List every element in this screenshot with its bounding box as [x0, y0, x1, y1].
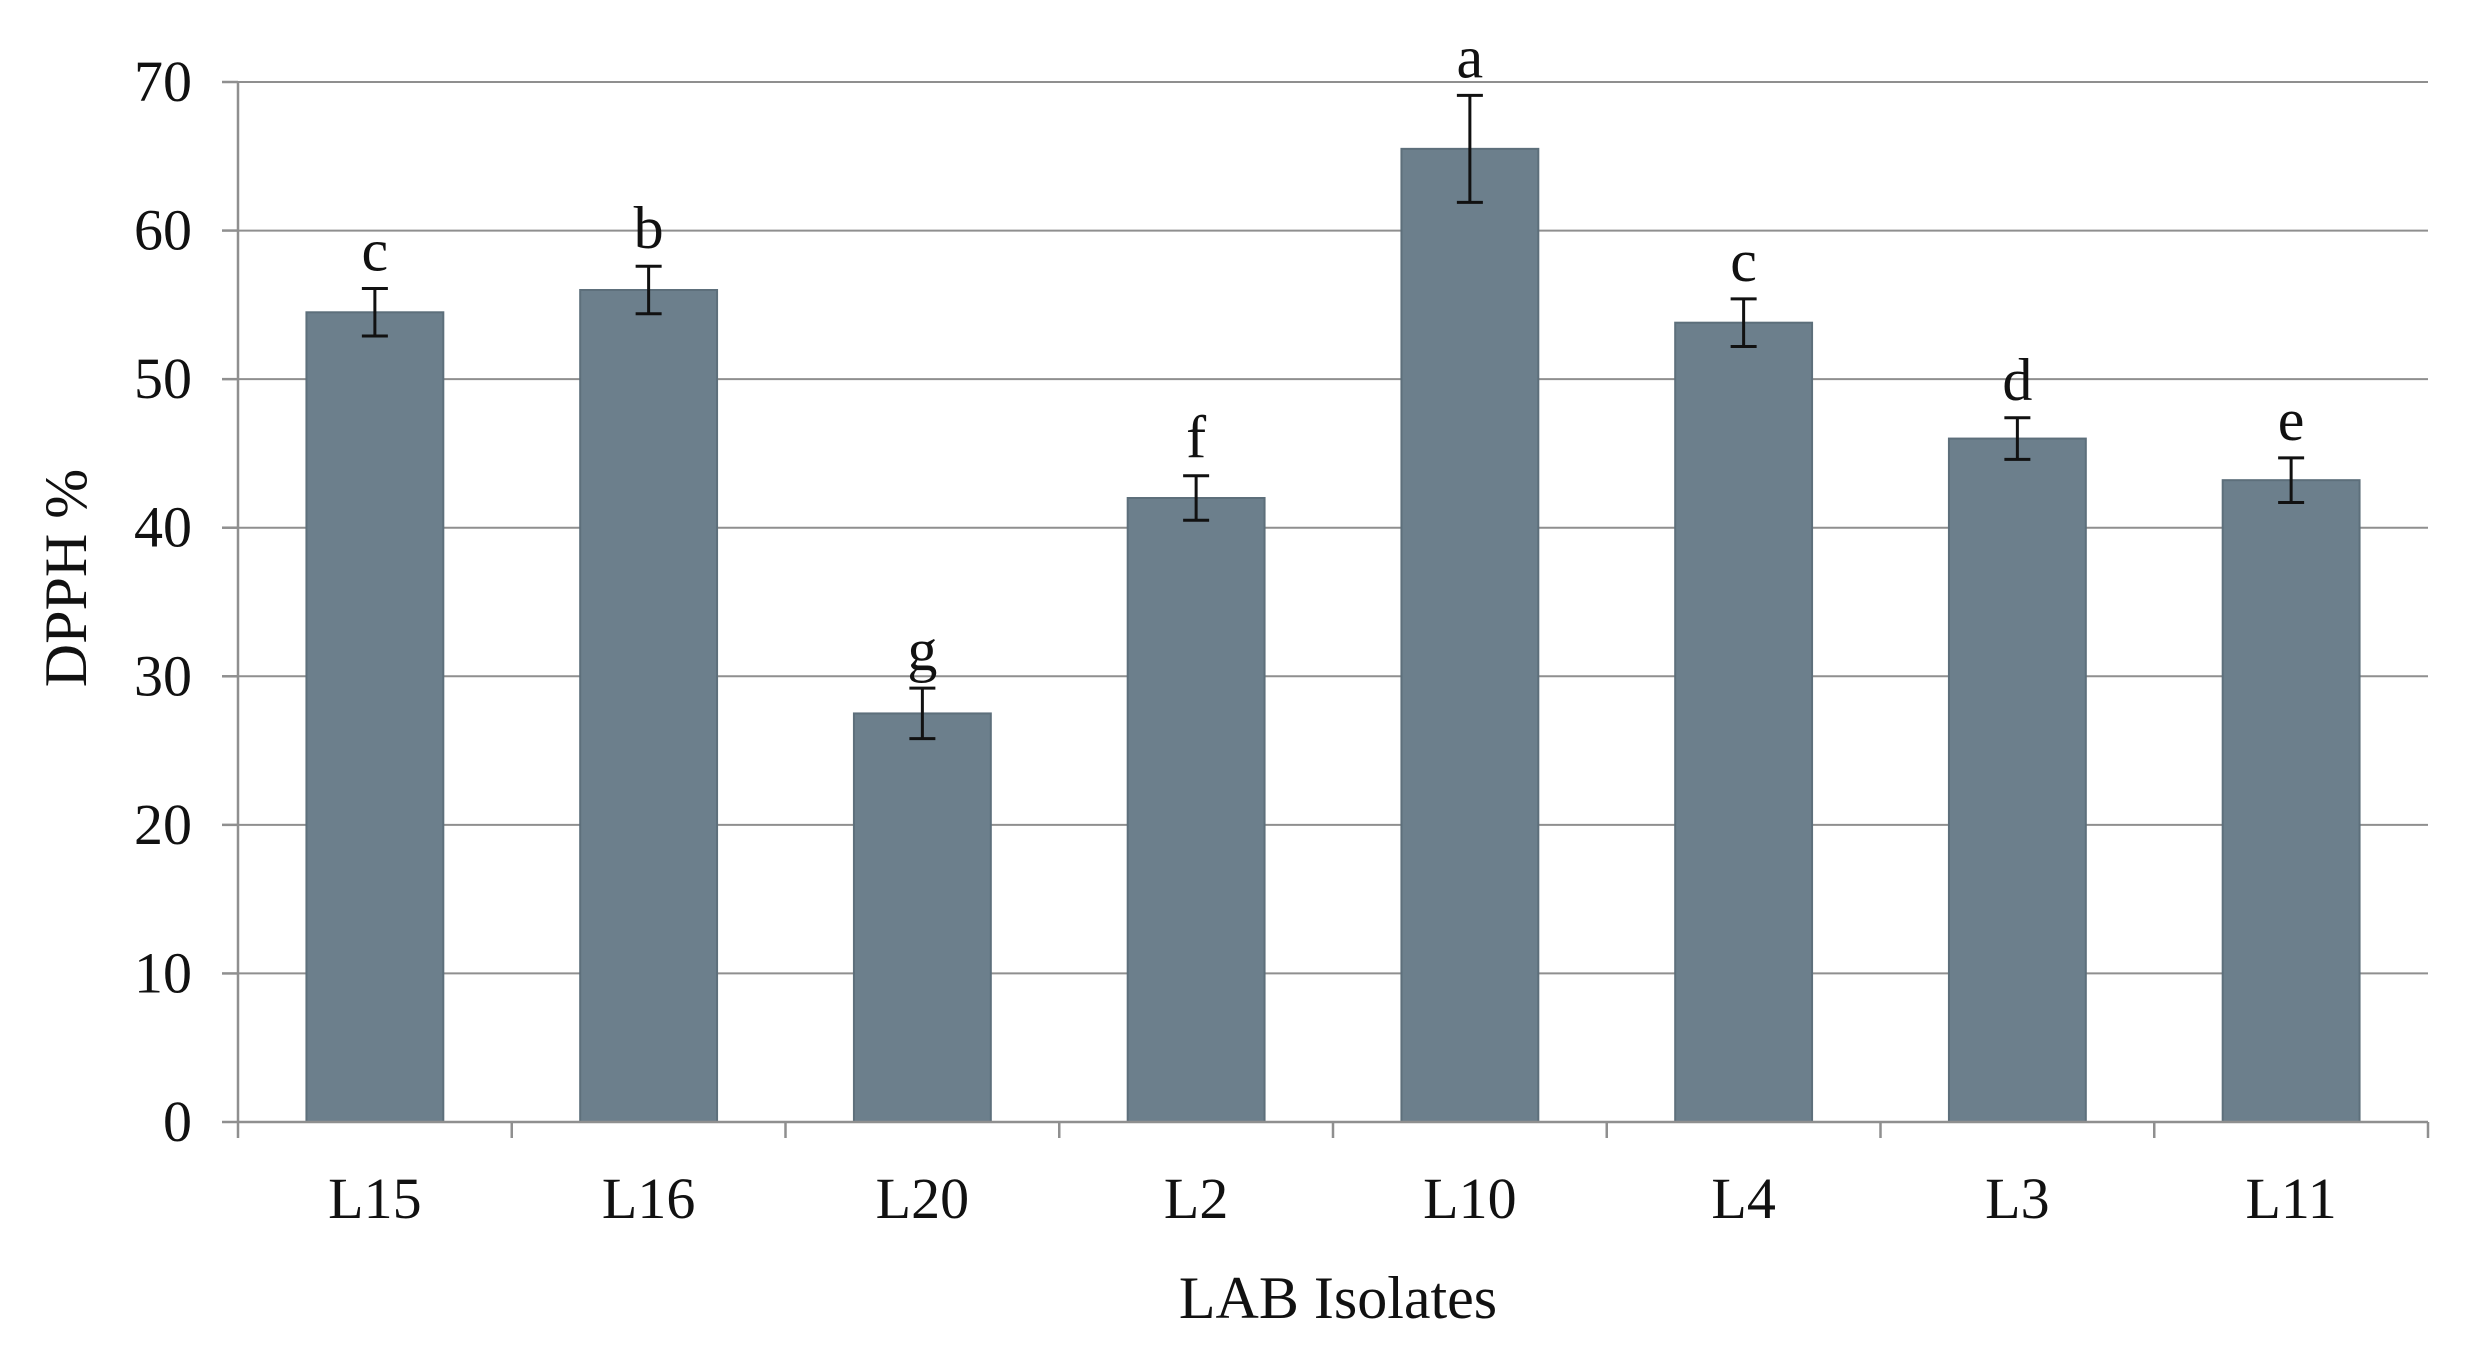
error-bar-l20: [909, 686, 936, 741]
significance-label-l16: b: [634, 195, 664, 261]
significance-label-l4: c: [1730, 228, 1757, 294]
error-bar-l2: [1183, 474, 1210, 522]
significance-label-l15: c: [362, 218, 389, 284]
bar-l20: [852, 712, 992, 1124]
x-tick-label-l20: L20: [876, 1166, 969, 1231]
bar-l11: [2221, 479, 2361, 1123]
significance-label-l3: d: [2002, 347, 2032, 413]
bar-l3: [1947, 437, 2087, 1124]
x-tick-label-l4: L4: [1711, 1166, 1775, 1231]
y-tick-label: 20: [134, 792, 192, 857]
x-tick-label-l11: L11: [2245, 1166, 2336, 1231]
y-tick-label: 30: [134, 643, 192, 708]
bar-l10: [1400, 147, 1540, 1124]
x-tick-label-l16: L16: [602, 1166, 695, 1231]
bar-l4: [1674, 321, 1814, 1123]
error-bar-l15: [361, 287, 388, 338]
y-tick-label: 40: [134, 495, 192, 560]
labels: 0 10 20 30 40 50 60 70 c L15 b L16 g L20 f L2 a L10 c L4 d L3…: [134, 24, 2337, 1231]
gridlines: [238, 81, 2428, 975]
error-bar-l3: [2004, 416, 2031, 461]
bar-l16: [579, 289, 719, 1123]
y-tick-label: 50: [134, 346, 192, 411]
significance-label-l2: f: [1186, 405, 1206, 471]
y-axis-title: DPPH %: [33, 469, 99, 687]
significance-label-l10: a: [1457, 24, 1484, 90]
bars: [305, 93, 2361, 1124]
bar-l2: [1126, 497, 1266, 1123]
axes: [222, 80, 2430, 1138]
y-tick-label: 70: [134, 49, 192, 114]
bar-l15: [305, 311, 445, 1123]
y-tick-label: 0: [163, 1089, 192, 1154]
y-tick-label: 10: [134, 940, 192, 1005]
error-bar-l10: [1456, 93, 1483, 204]
error-bar-l4: [1730, 297, 1757, 348]
x-axis-title: LAB Isolates: [1179, 1265, 1497, 1331]
y-tick-label: 60: [134, 198, 192, 263]
x-tick-label-l2: L2: [1164, 1166, 1228, 1231]
error-bar-l11: [2278, 456, 2305, 504]
error-bar-l16: [635, 264, 662, 316]
x-tick-label-l15: L15: [328, 1166, 421, 1231]
x-tick-label-l10: L10: [1423, 1166, 1516, 1231]
significance-label-l20: g: [907, 617, 937, 683]
significance-label-l11: e: [2278, 387, 2305, 453]
x-tick-label-l3: L3: [1985, 1166, 2049, 1231]
